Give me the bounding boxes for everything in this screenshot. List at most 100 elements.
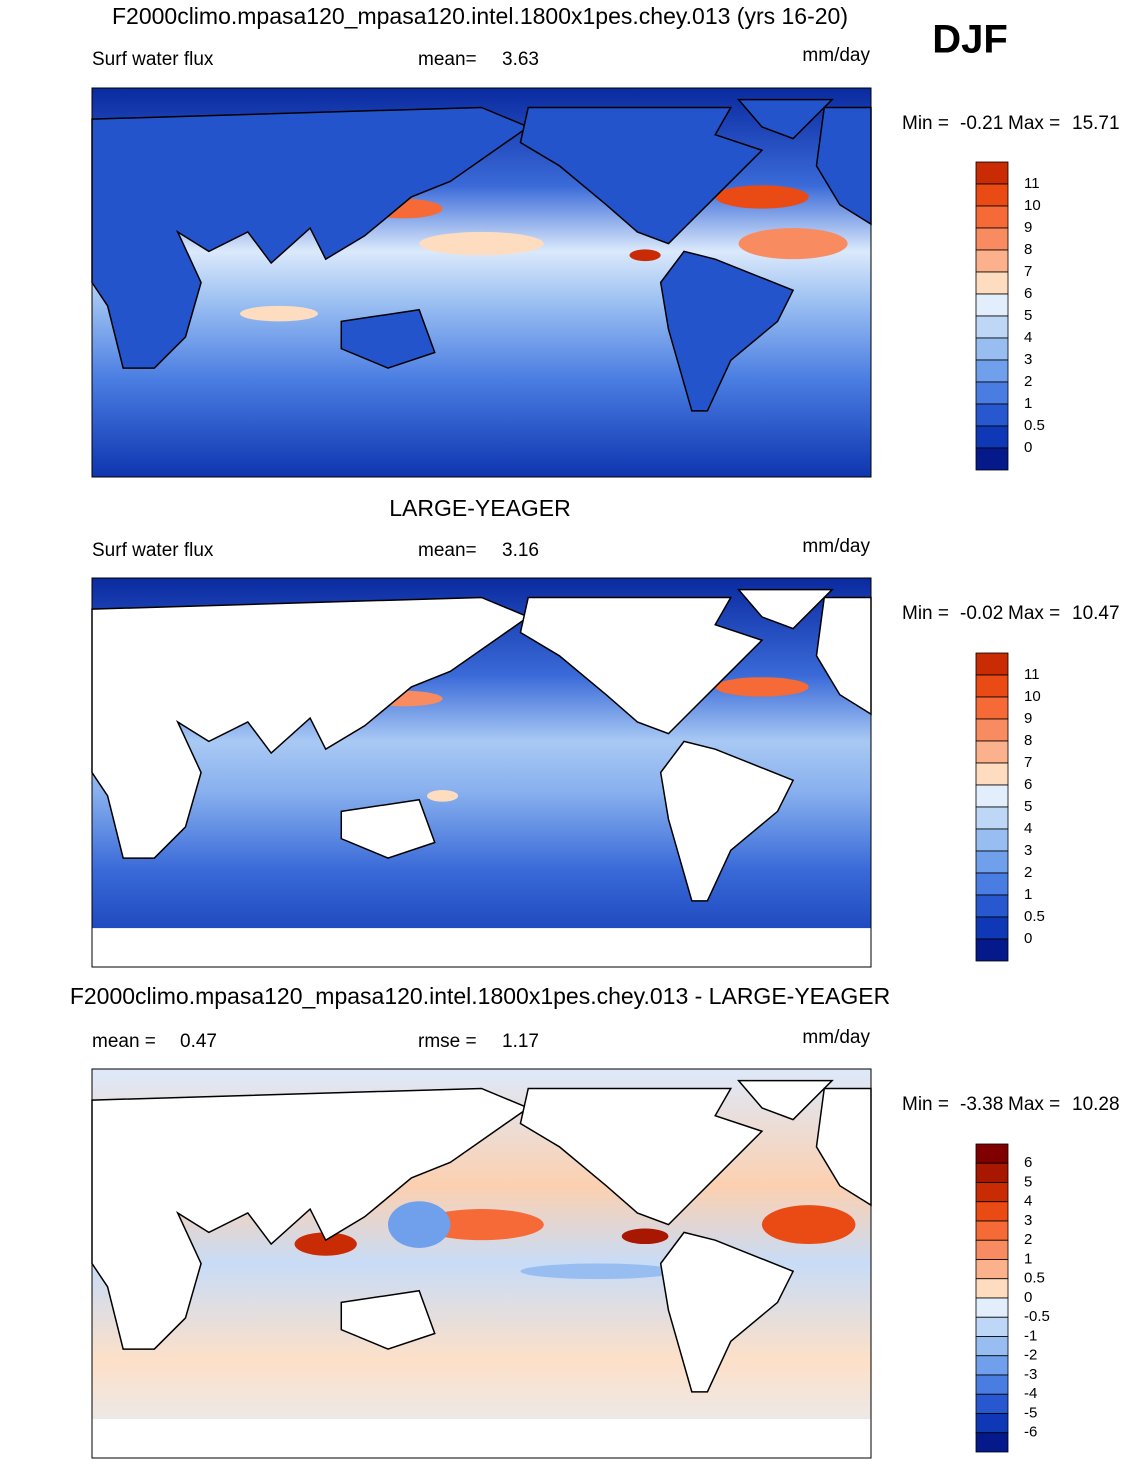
field-feature (621, 1228, 669, 1245)
colorbar-box (975, 315, 1009, 339)
field-feature (629, 249, 661, 262)
colorbar-box (975, 1239, 1009, 1260)
colorbar-label: -5 (1024, 1404, 1037, 1421)
colorbar-label: 1 (1024, 886, 1032, 903)
colorbar-label: 7 (1024, 754, 1032, 771)
min-label: Min = (902, 603, 949, 624)
colorbar-label: 7 (1024, 263, 1032, 280)
continent (91, 596, 530, 859)
variable-label: Surf water flux (92, 49, 214, 70)
stat-label: rmse = (418, 1031, 477, 1052)
colorbar-box (975, 183, 1009, 207)
colorbar-box (975, 1413, 1009, 1434)
colorbar-box (975, 249, 1009, 273)
continent (519, 596, 764, 735)
colorbar-box (975, 161, 1009, 185)
stat-value: 1.17 (502, 1031, 539, 1052)
variable-label: Surf water flux (92, 540, 214, 561)
colorbar-box (975, 784, 1009, 808)
max-value: 10.28 (1072, 1094, 1120, 1115)
colorbar-box (975, 1393, 1009, 1414)
colorbar-label: 5 (1024, 798, 1032, 815)
colorbar-label: 2 (1024, 1231, 1032, 1248)
colorbar-label: 11 (1024, 175, 1040, 192)
stat-label: mean= (418, 540, 477, 561)
colorbar-box (975, 205, 1009, 229)
colorbar-label: 3 (1024, 1212, 1032, 1229)
colorbar-label: 11 (1024, 666, 1040, 683)
min-label: Min = (902, 113, 949, 134)
colorbar-box (975, 806, 1009, 830)
continent (519, 106, 764, 245)
continent (815, 1087, 872, 1207)
colorbar-box (975, 1355, 1009, 1376)
field-feature (738, 228, 848, 260)
colorbar-label: -3 (1024, 1366, 1037, 1383)
field-feature (426, 790, 459, 802)
colorbar-box (975, 1336, 1009, 1357)
colorbar-box (975, 850, 1009, 874)
colorbar-label: 8 (1024, 732, 1032, 749)
colorbar-label: 4 (1024, 820, 1032, 837)
colorbar-box (975, 359, 1009, 383)
colorbar-label: 3 (1024, 842, 1032, 859)
continent (659, 1231, 795, 1393)
map (91, 87, 872, 478)
variable-label: mean = (92, 1031, 156, 1052)
continent (340, 798, 436, 859)
colorbar-label: 0 (1024, 439, 1032, 456)
colorbar-label: -2 (1024, 1347, 1037, 1364)
continent (91, 106, 530, 369)
colorbar-label: 1 (1024, 395, 1032, 412)
stat-label: mean= (418, 49, 477, 70)
panel-title: F2000climo.mpasa120_mpasa120.intel.1800x… (70, 983, 890, 1009)
field-feature (240, 305, 318, 322)
colorbar-box (975, 696, 1009, 720)
colorbar-box (975, 894, 1009, 918)
colorbar-label: 4 (1024, 329, 1032, 346)
max-value: 15.71 (1072, 113, 1120, 134)
min-value: -0.21 (960, 113, 1003, 134)
continent (519, 1087, 764, 1226)
colorbar-box (975, 1182, 1009, 1203)
colorbar-box (975, 271, 1009, 295)
continent (659, 250, 795, 412)
colorbar-box (975, 916, 1009, 940)
colorbar-box (975, 1297, 1009, 1318)
colorbar-box (975, 652, 1009, 676)
continent (340, 308, 436, 369)
max-value: 10.47 (1072, 603, 1120, 624)
colorbar-box (975, 872, 1009, 896)
colorbar-label: 4 (1024, 1193, 1032, 1210)
panel-title: LARGE-YEAGER (389, 495, 571, 521)
colorbar-box (975, 293, 1009, 317)
colorbar-box (975, 1162, 1009, 1183)
colorbar-label: 9 (1024, 219, 1032, 236)
colorbar-box (975, 403, 1009, 427)
colorbar-label: 0 (1024, 930, 1032, 947)
continent (815, 106, 872, 226)
colorbar-label: 1 (1024, 1250, 1032, 1267)
field-feature (294, 1232, 357, 1256)
map-frame (91, 1068, 872, 1459)
season-label: DJF (932, 18, 1008, 62)
max-label: Max = (1008, 603, 1060, 624)
colorbar-label: 5 (1024, 307, 1032, 324)
colorbar-label: 0.5 (1024, 417, 1045, 434)
colorbar-box (975, 1201, 1009, 1222)
colorbar-box (975, 337, 1009, 361)
colorbar-box (975, 227, 1009, 251)
map-frame (91, 87, 872, 478)
mean-value: 0.47 (180, 1031, 217, 1052)
field-feature (419, 1209, 544, 1241)
max-label: Max = (1008, 1094, 1060, 1115)
colorbar-label: 6 (1024, 1154, 1032, 1171)
colorbar-box (975, 425, 1009, 449)
colorbar-label: 2 (1024, 373, 1032, 390)
colorbar-label: -1 (1024, 1327, 1037, 1344)
field-feature (715, 185, 809, 209)
continent (736, 588, 834, 630)
colorbar-box (975, 718, 1009, 742)
max-label: Max = (1008, 113, 1060, 134)
